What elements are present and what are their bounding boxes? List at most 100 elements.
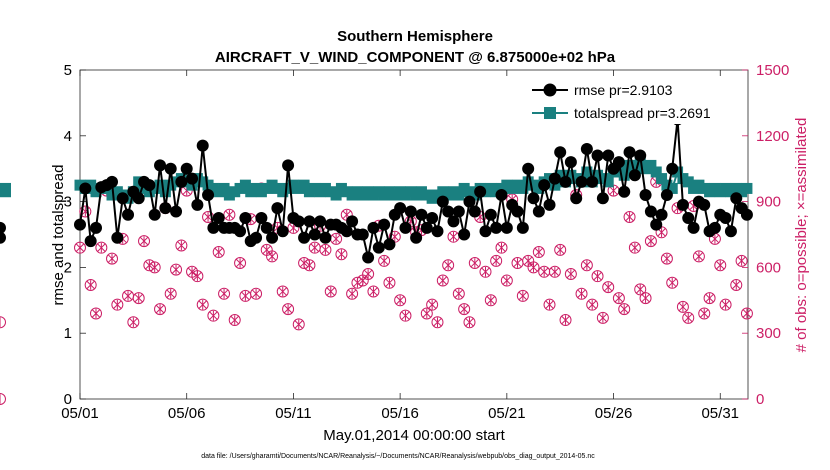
rmse-point <box>490 221 503 234</box>
rmse-series <box>0 113 753 264</box>
rmse-point <box>410 231 423 244</box>
obs-assimilated-point <box>646 236 656 246</box>
obs-possible-point <box>74 241 86 254</box>
obs-assimilated-point <box>582 260 592 271</box>
rmse-point <box>159 202 172 215</box>
rmse-point <box>740 208 753 221</box>
obs-possible-point <box>719 298 732 311</box>
rmse-point <box>79 182 92 195</box>
totalspread-point <box>549 179 561 191</box>
rmse-point <box>154 159 167 172</box>
totalspread-point <box>453 189 465 201</box>
obs-assimilated-point <box>369 286 378 297</box>
rmse-point <box>191 198 204 211</box>
legend-spread-label: totalspread pr=3.2691 <box>574 105 711 121</box>
y-right-tick-label: 600 <box>756 259 781 276</box>
obs-assimilated-point <box>577 288 586 299</box>
y-axis-label: rmse and totalspread <box>50 165 67 306</box>
obs-possible-point <box>490 254 503 267</box>
chart-title: Southern Hemisphere <box>337 28 493 45</box>
rmse-point <box>719 212 732 225</box>
obs-assimilated-point <box>566 269 576 279</box>
totalspread-point <box>554 169 566 181</box>
rmse-point <box>0 231 6 244</box>
obs-possible-point <box>575 287 588 300</box>
obs-possible-point <box>586 298 599 311</box>
obs-assimilated-point <box>716 260 725 271</box>
y-tick-label: 0 <box>64 391 72 408</box>
rmse-point <box>532 205 545 218</box>
rmse-point <box>122 208 135 221</box>
obs-possible-point <box>495 241 508 254</box>
y-ticks-right: 0 300 600 900 1200 1500 <box>742 62 789 408</box>
obs-assimilated-point <box>422 308 431 319</box>
obs-possible-point <box>234 257 247 270</box>
obs-assimilated-point <box>155 304 165 314</box>
rmse-point <box>314 215 327 228</box>
obs-possible-point <box>634 283 647 296</box>
obs-assimilated-point <box>604 282 613 292</box>
x-tick-label: 05/26 <box>595 405 633 422</box>
obs-assimilated-point <box>113 299 122 310</box>
rmse-point <box>234 225 247 238</box>
x-tick-label: 05/01 <box>61 405 99 422</box>
obs-possible-point <box>175 239 188 252</box>
x-tick-label: 05/21 <box>488 405 526 422</box>
x-tick-label: 05/16 <box>381 405 419 422</box>
y-tick-label: 3 <box>64 194 72 211</box>
obs-assimilated-point <box>86 280 95 290</box>
obs-possible-point <box>596 311 609 324</box>
obs-assimilated-point <box>454 288 463 299</box>
rmse-point <box>132 192 145 205</box>
obs-assimilated-point <box>732 280 741 290</box>
obs-possible-point <box>266 250 279 263</box>
obs-assimilated-point <box>145 260 154 271</box>
rmse-point <box>559 175 572 188</box>
obs-possible-point <box>378 254 391 267</box>
rmse-point <box>612 156 625 169</box>
totalspread-point <box>330 189 342 201</box>
obs-possible-point <box>84 278 97 291</box>
y-right-tick-label: 900 <box>756 194 781 211</box>
totalspread-point <box>154 179 166 191</box>
rmse-point <box>426 212 439 225</box>
rmse-point <box>143 179 156 192</box>
obs-possible-point <box>591 270 604 283</box>
obs-possible-point <box>463 316 476 329</box>
rmse-point <box>106 175 119 188</box>
obs-possible-point <box>0 393 6 405</box>
obs-possible-point <box>250 287 263 300</box>
obs-assimilated-point <box>427 299 437 310</box>
obs-assimilated-point <box>609 185 618 196</box>
rmse-point <box>452 205 465 218</box>
totalspread-point <box>469 189 481 201</box>
obs-assimilated-point <box>433 317 442 328</box>
obs-possible-point <box>548 265 561 278</box>
obs-assimilated-point <box>166 288 175 299</box>
rmse-point <box>650 218 663 231</box>
legend-rmse-marker <box>543 83 557 97</box>
obs-assimilated-point <box>363 269 373 279</box>
rmse-point <box>308 228 321 241</box>
x-tick-label: 05/11 <box>275 405 311 422</box>
obs-assimilated-point <box>545 299 554 310</box>
totalspread-point <box>186 179 198 191</box>
obs-possible-point <box>543 298 556 311</box>
totalspread-point <box>645 159 657 171</box>
obs-assimilated-point <box>588 299 597 310</box>
obs-possible-point <box>394 294 407 307</box>
rmse-point <box>394 202 407 215</box>
obs-assimilated-point <box>230 315 239 325</box>
obs-assimilated-point <box>742 308 752 319</box>
rmse-point <box>367 221 380 234</box>
obs-assimilated-point <box>305 260 314 271</box>
rmse-point <box>282 159 295 172</box>
legend-spread-marker <box>544 107 556 119</box>
totalspread-point <box>672 166 684 178</box>
rmse-point <box>186 172 199 185</box>
rmse-point <box>522 162 535 175</box>
obs-assimilated-point <box>262 245 271 255</box>
rmse-point <box>468 205 481 218</box>
rmse-point <box>292 215 305 228</box>
